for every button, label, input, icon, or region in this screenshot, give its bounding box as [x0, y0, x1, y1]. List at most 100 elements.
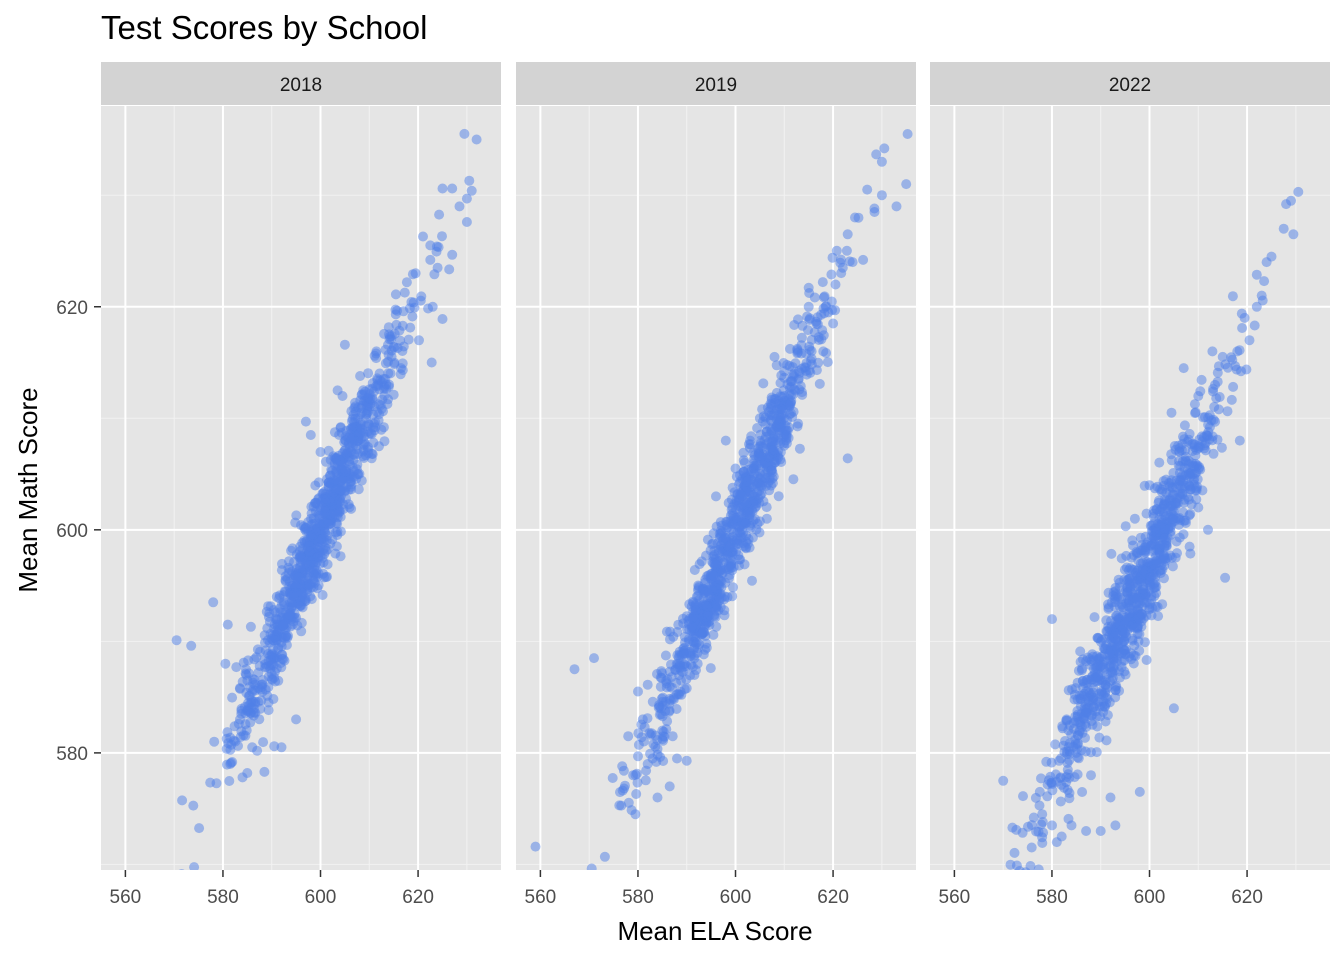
data-point [689, 670, 700, 680]
facet-strip [930, 62, 1330, 105]
data-point [171, 635, 182, 646]
data-point [1261, 257, 1272, 268]
data-point [397, 346, 408, 356]
data-point [459, 128, 470, 139]
data-point [691, 591, 702, 602]
data-point [804, 313, 815, 324]
data-point [633, 686, 643, 697]
data-point [1293, 186, 1304, 197]
data-point [211, 778, 222, 789]
data-point [826, 269, 837, 280]
data-point [437, 231, 447, 242]
data-point [681, 648, 692, 659]
data-point [871, 149, 882, 160]
data-point [661, 626, 672, 637]
data-point [258, 737, 269, 748]
x-tick-label: 620 [1231, 887, 1263, 908]
data-point [792, 343, 803, 354]
data-point [289, 588, 300, 599]
data-point [396, 363, 406, 374]
data-point [256, 682, 267, 693]
data-point [1064, 755, 1075, 766]
data-point [188, 800, 199, 811]
data-point [665, 634, 675, 645]
y-axis: 580 600 620 [56, 298, 101, 765]
data-point [225, 759, 236, 769]
data-point [1110, 628, 1121, 639]
y-tick-label: 600 [56, 521, 88, 542]
data-point [252, 745, 263, 756]
data-point [1177, 439, 1188, 449]
data-point [1157, 599, 1168, 610]
panel-background [930, 106, 1330, 870]
data-point [296, 617, 307, 628]
data-point [386, 331, 397, 341]
data-point [1203, 524, 1213, 535]
data-point [353, 484, 364, 495]
data-point [186, 640, 197, 651]
data-point [672, 650, 683, 661]
data-point [313, 477, 324, 488]
data-point [281, 640, 292, 650]
data-point [1129, 622, 1140, 633]
data-point [819, 291, 830, 302]
data-point [648, 739, 659, 750]
data-point [259, 655, 270, 666]
data-point [673, 619, 684, 630]
data-point [241, 725, 252, 736]
data-point [681, 755, 692, 766]
data-point [1037, 809, 1048, 820]
data-point [698, 626, 709, 637]
data-point [1151, 557, 1162, 568]
data-point [1098, 662, 1109, 673]
data-point [847, 257, 858, 268]
data-point [283, 568, 294, 579]
data-point [432, 262, 443, 273]
data-point [287, 543, 298, 554]
data-point [1137, 564, 1148, 575]
data-point [1070, 738, 1081, 749]
data-point [1184, 541, 1195, 552]
data-point [1033, 826, 1044, 837]
data-point [390, 289, 401, 300]
data-point [403, 334, 414, 345]
data-point [710, 560, 721, 570]
data-point [249, 674, 260, 685]
data-point [317, 590, 328, 600]
data-point [1127, 535, 1138, 546]
data-point [754, 527, 765, 538]
data-point [245, 621, 256, 632]
data-point [1113, 574, 1124, 585]
data-point [315, 447, 326, 457]
data-point [1153, 611, 1164, 622]
data-point [1128, 658, 1139, 669]
data-point [701, 550, 711, 561]
data-point [1227, 291, 1238, 302]
data-point [1081, 656, 1092, 667]
data-point [1064, 793, 1075, 804]
data-point [1208, 448, 1219, 459]
data-point [237, 676, 248, 687]
data-point [1191, 494, 1202, 505]
x-tick-label: 580 [1036, 887, 1068, 908]
data-point [615, 787, 625, 798]
data-point [278, 654, 289, 665]
data-point [388, 389, 399, 400]
data-point [1230, 361, 1241, 372]
data-point [273, 643, 284, 654]
facet-strip-label: 2022 [1109, 75, 1151, 96]
data-point [461, 193, 472, 204]
data-point [1050, 739, 1061, 750]
facet-strip-label: 2019 [695, 75, 737, 96]
data-point [821, 301, 832, 312]
x-tick-label: 580 [207, 887, 239, 908]
data-point [304, 546, 315, 557]
data-point [1110, 692, 1121, 703]
data-point [1166, 552, 1177, 563]
data-point [789, 368, 799, 379]
data-point [315, 541, 326, 552]
data-point [340, 466, 351, 477]
data-point [410, 268, 421, 279]
data-point [1105, 792, 1116, 803]
data-point [194, 823, 205, 834]
